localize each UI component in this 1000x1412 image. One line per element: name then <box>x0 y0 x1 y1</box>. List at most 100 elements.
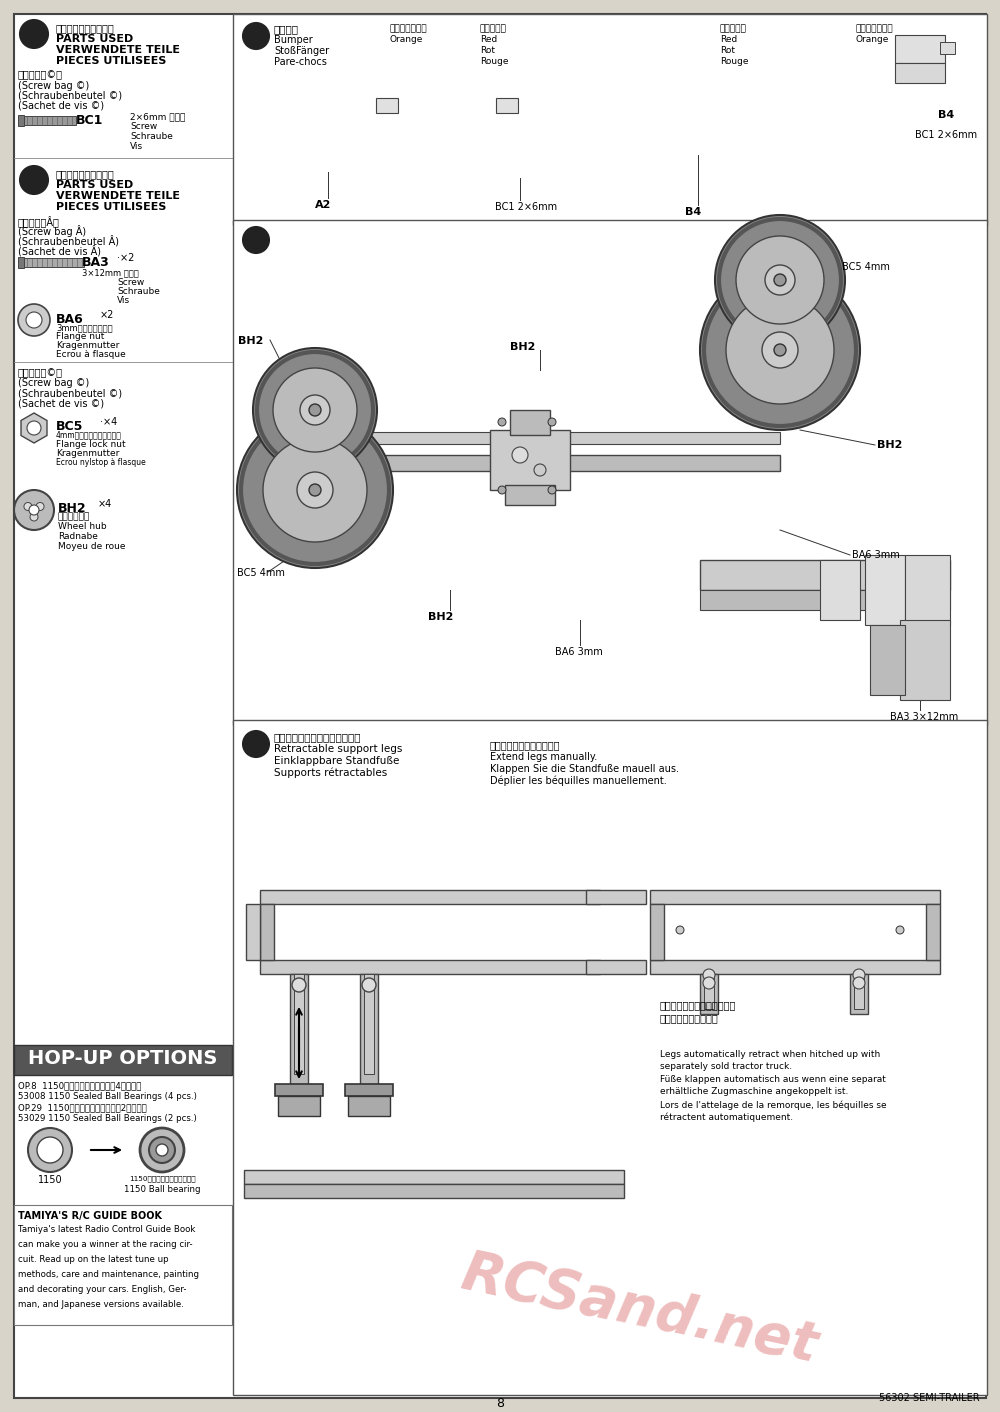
Text: Ecrou nylstop à flasque: Ecrou nylstop à flasque <box>56 457 146 467</box>
Bar <box>290 974 308 1089</box>
Circle shape <box>243 23 269 49</box>
Bar <box>348 1096 390 1115</box>
Circle shape <box>237 412 393 568</box>
Bar <box>700 974 718 1014</box>
Text: 1150 Ball bearing: 1150 Ball bearing <box>124 1185 200 1195</box>
Text: BH2: BH2 <box>877 441 902 450</box>
Text: トレーラーヘッドとの連結で: トレーラーヘッドとの連結で <box>660 1000 736 1010</box>
Text: BC1 2×6mm: BC1 2×6mm <box>915 130 977 140</box>
Bar <box>586 890 646 904</box>
Text: 1150ラバーシールベアリング: 1150ラバーシールベアリング <box>129 1175 195 1182</box>
Text: Bumper: Bumper <box>274 35 313 45</box>
Text: バンパー: バンパー <box>274 24 299 34</box>
Circle shape <box>774 274 786 287</box>
Text: 自動的に格納します。: 自動的に格納します。 <box>660 1012 719 1024</box>
Text: (Sachet de vis Â): (Sachet de vis Â) <box>18 246 101 257</box>
Bar <box>700 561 950 590</box>
Circle shape <box>715 215 845 345</box>
Text: Kragenmutter: Kragenmutter <box>56 342 119 350</box>
Bar <box>926 904 940 960</box>
Bar <box>895 35 945 64</box>
Text: BA6 3mm: BA6 3mm <box>852 551 900 561</box>
Circle shape <box>243 731 269 757</box>
Text: BC5 4mm: BC5 4mm <box>237 568 285 578</box>
Polygon shape <box>244 1110 264 1171</box>
Text: Vis: Vis <box>130 143 143 151</box>
Circle shape <box>548 418 556 426</box>
Text: Orange: Orange <box>390 35 423 44</box>
Circle shape <box>703 977 715 988</box>
Text: Kragenmutter: Kragenmutter <box>56 449 119 457</box>
Text: Orange: Orange <box>855 35 888 44</box>
Text: Flange lock nut: Flange lock nut <box>56 441 126 449</box>
Text: Wheel hub: Wheel hub <box>58 522 107 531</box>
Bar <box>510 409 550 435</box>
Text: PARTS USED: PARTS USED <box>56 34 133 44</box>
Bar <box>315 455 780 472</box>
Text: Klappen Sie die Standfuße mauell aus.: Klappen Sie die Standfuße mauell aus. <box>490 764 679 774</box>
Text: Tamiya's latest Radio Control Guide Book: Tamiya's latest Radio Control Guide Book <box>18 1226 195 1234</box>
Bar <box>24 258 84 267</box>
Circle shape <box>297 472 333 508</box>
Text: BA3 3×12mm: BA3 3×12mm <box>890 712 958 722</box>
Text: ×4: ×4 <box>98 498 112 508</box>
Text: 53008 1150 Sealed Ball Bearings (4 pcs.): 53008 1150 Sealed Ball Bearings (4 pcs.) <box>18 1091 197 1101</box>
Text: ·×2: ·×2 <box>117 253 134 263</box>
Text: BA6 3mm: BA6 3mm <box>555 647 603 657</box>
Text: Rot: Rot <box>480 47 495 55</box>
Text: (Schraubenbeutel Â): (Schraubenbeutel Â) <box>18 234 119 247</box>
Text: 2×6mm 丸ビス: 2×6mm 丸ビス <box>130 112 185 121</box>
Text: VERWENDETE TEILE: VERWENDETE TEILE <box>56 45 180 55</box>
Circle shape <box>774 345 786 356</box>
Text: man, and Japanese versions available.: man, and Japanese versions available. <box>18 1300 184 1309</box>
Text: オレンジパーツ: オレンジパーツ <box>390 24 428 32</box>
Text: 赤色パーツ: 赤色パーツ <box>480 24 507 32</box>
Circle shape <box>14 490 54 530</box>
Polygon shape <box>375 100 400 136</box>
Text: erhältliche Zugmaschine angekoppelt ist.: erhältliche Zugmaschine angekoppelt ist. <box>660 1087 848 1096</box>
Text: Rouge: Rouge <box>720 56 748 66</box>
Text: リトラクタブルサポートレッグ: リトラクタブルサポートレッグ <box>274 731 362 741</box>
Bar <box>244 1185 624 1197</box>
Text: BH2: BH2 <box>238 336 263 346</box>
Bar <box>900 620 950 700</box>
Text: 18: 18 <box>25 175 43 188</box>
Circle shape <box>36 503 44 511</box>
Circle shape <box>273 369 357 452</box>
Text: 「使用する小物金具」: 「使用する小物金具」 <box>56 23 115 32</box>
Text: （ビス袋訰©）: （ビス袋訰©） <box>18 369 63 378</box>
Bar <box>294 974 304 1075</box>
Text: ×2: ×2 <box>100 311 114 321</box>
Bar <box>496 97 518 113</box>
Circle shape <box>362 979 376 993</box>
Text: Einklappbare Standfuße: Einklappbare Standfuße <box>274 755 399 765</box>
Circle shape <box>512 448 528 463</box>
Text: BC1: BC1 <box>76 114 103 127</box>
Polygon shape <box>320 145 335 185</box>
Polygon shape <box>320 130 795 185</box>
Circle shape <box>853 977 865 988</box>
Bar <box>275 1084 323 1096</box>
Text: BH2: BH2 <box>510 342 535 352</box>
Polygon shape <box>320 104 780 169</box>
Bar <box>14 1045 232 1075</box>
Bar <box>24 116 76 126</box>
Bar <box>278 1096 320 1115</box>
Bar <box>850 974 868 1014</box>
Bar <box>315 432 780 443</box>
Text: and decorating your cars. English, Ger-: and decorating your cars. English, Ger- <box>18 1285 186 1293</box>
Text: Flange nut: Flange nut <box>56 332 104 342</box>
Text: Rot: Rot <box>720 47 735 55</box>
Bar <box>650 960 940 974</box>
Bar <box>490 431 570 490</box>
Circle shape <box>28 1128 72 1172</box>
Text: BC1 2×6mm: BC1 2×6mm <box>495 202 557 212</box>
Text: rétractent automatiquement.: rétractent automatiquement. <box>660 1113 793 1121</box>
Bar <box>260 960 600 974</box>
Text: (Schraubenbeutel ©): (Schraubenbeutel ©) <box>18 90 122 102</box>
Circle shape <box>853 969 865 981</box>
Text: Red: Red <box>720 35 737 44</box>
Text: Screw: Screw <box>130 121 157 131</box>
Text: (Sachet de vis ©): (Sachet de vis ©) <box>18 398 104 408</box>
Circle shape <box>309 404 321 417</box>
